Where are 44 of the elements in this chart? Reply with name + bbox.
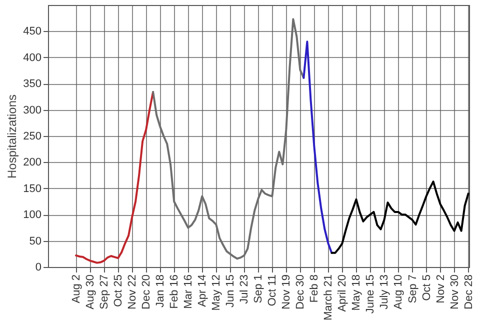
x-tick-label: May 12 [210, 274, 223, 311]
y-tick-label: 300 [23, 104, 42, 116]
line-series [75, 90, 154, 264]
x-tick-label: Nov 2 [434, 274, 447, 304]
y-tick-label: 250 [23, 130, 42, 142]
y-tick-label: 200 [23, 156, 42, 169]
x-tick-label: Sep 1 [252, 274, 265, 304]
y-tick-label: 0 [35, 262, 42, 274]
x-tick-label: Feb 8 [308, 274, 321, 303]
x-tick-label: June 15 [364, 274, 377, 314]
x-tick-label: March 21 [322, 274, 335, 320]
x-tick-label: April 20 [336, 274, 349, 312]
line-series [152, 18, 305, 260]
x-tick-label: Apr 14 [196, 274, 209, 307]
x-tick-label: Jul 23 [238, 274, 251, 304]
x-tick-label: Nov 19 [280, 274, 293, 310]
x-tick-label: Aug 10 [392, 274, 405, 310]
y-tick-label: 150 [23, 182, 42, 195]
x-tick-label: Mar 16 [182, 274, 195, 309]
x-tick-label: Dec 28 [462, 274, 475, 310]
y-tick-label: 400 [23, 52, 42, 64]
x-tick-label: Jan 18 [154, 274, 167, 308]
x-tick-label: Oct 5 [420, 274, 433, 301]
y-tick-label: 350 [23, 78, 42, 90]
line-series [330, 180, 470, 254]
y-axis-title: Hospitalizations [5, 94, 20, 179]
x-tick-label: May 18 [350, 274, 363, 311]
x-tick-label: Aug 2 [70, 274, 83, 304]
x-tick-label: Dec 20 [140, 274, 153, 310]
x-tick-label: July 13 [378, 274, 391, 310]
x-tick-label: Feb 16 [168, 274, 181, 309]
line-series [302, 40, 333, 254]
x-tick-label: Nov 30 [448, 274, 461, 310]
x-tick-label: Oct 25 [112, 274, 125, 307]
y-tick-label: 100 [23, 209, 42, 222]
y-tick-label: 450 [23, 26, 42, 38]
x-tick-label: Oct 11 [266, 274, 279, 306]
x-tick-label: Sep 27 [98, 274, 111, 310]
x-tick-label: Jun 15 [224, 274, 237, 308]
y-tick-label: 50 [29, 235, 42, 248]
x-tick-label: Dec 30 [294, 274, 307, 310]
x-tick-label: Nov 22 [126, 274, 139, 310]
x-tick-label: Sep 7 [406, 274, 419, 304]
x-tick-label: Aug 30 [84, 274, 97, 310]
